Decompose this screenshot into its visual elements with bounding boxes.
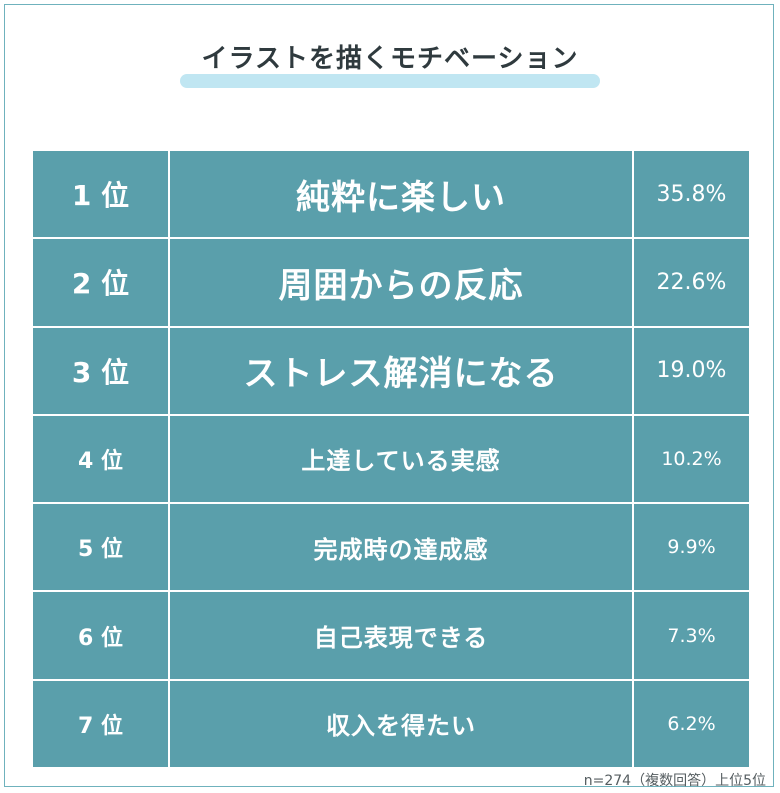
outer-frame [4,4,774,787]
title-area: イラストを描くモチベーション [0,38,780,75]
percentage-value: 35.8% [632,148,751,240]
table-row: 4 位上達している実感 10.2% [31,413,751,505]
percentage-value: 6.2% [632,678,751,770]
percentage-value: 22.6% [632,237,751,328]
rank-label: 1 位 [31,148,170,240]
percentage-value: 10.2% [632,413,751,505]
percentage-value: 7.3% [632,590,751,681]
rank-label: 5 位 [31,502,170,593]
motivation-item: 周囲からの反応 [168,237,634,328]
sample-footnote: n=274（複数回答）上位5位 [583,773,766,789]
motivation-item: 自己表現できる [168,590,634,681]
motivation-item: 純粋に楽しい [168,148,634,240]
motivation-item: 完成時の達成感 [168,502,634,593]
table-row: 7 位収入を得たい 6.2% [31,678,751,770]
table-row: 5 位完成時の達成感 9.9% [31,502,751,593]
title-highlight [180,74,600,88]
rank-label: 4 位 [31,413,170,505]
rank-label: 7 位 [31,678,170,770]
motivation-item: 上達している実感 [168,413,634,505]
table-row: 3 位ストレス解消になる 19.0% [31,325,751,416]
percentage-value: 9.9% [632,502,751,593]
ranking-table: 1 位純粋に楽しい 35.8% 2 位周囲からの反応 22.6% 3 位ストレス解消にな… [31,148,751,770]
rank-label: 3 位 [31,325,170,416]
rank-label: 6 位 [31,590,170,681]
ranking-table-body: 1 位純粋に楽しい 35.8% 2 位周囲からの反応 22.6% 3 位ストレス解消にな… [31,148,751,770]
table-row: 6 位自己表現できる 7.3% [31,590,751,681]
chart-title: イラストを描くモチベーション [201,44,579,74]
table-row: 1 位純粋に楽しい 35.8% [31,148,751,240]
motivation-item: 収入を得たい [168,678,634,770]
percentage-value: 19.0% [632,325,751,416]
table-row: 2 位周囲からの反応 22.6% [31,237,751,328]
motivation-item: ストレス解消になる [168,325,634,416]
rank-label: 2 位 [31,237,170,328]
